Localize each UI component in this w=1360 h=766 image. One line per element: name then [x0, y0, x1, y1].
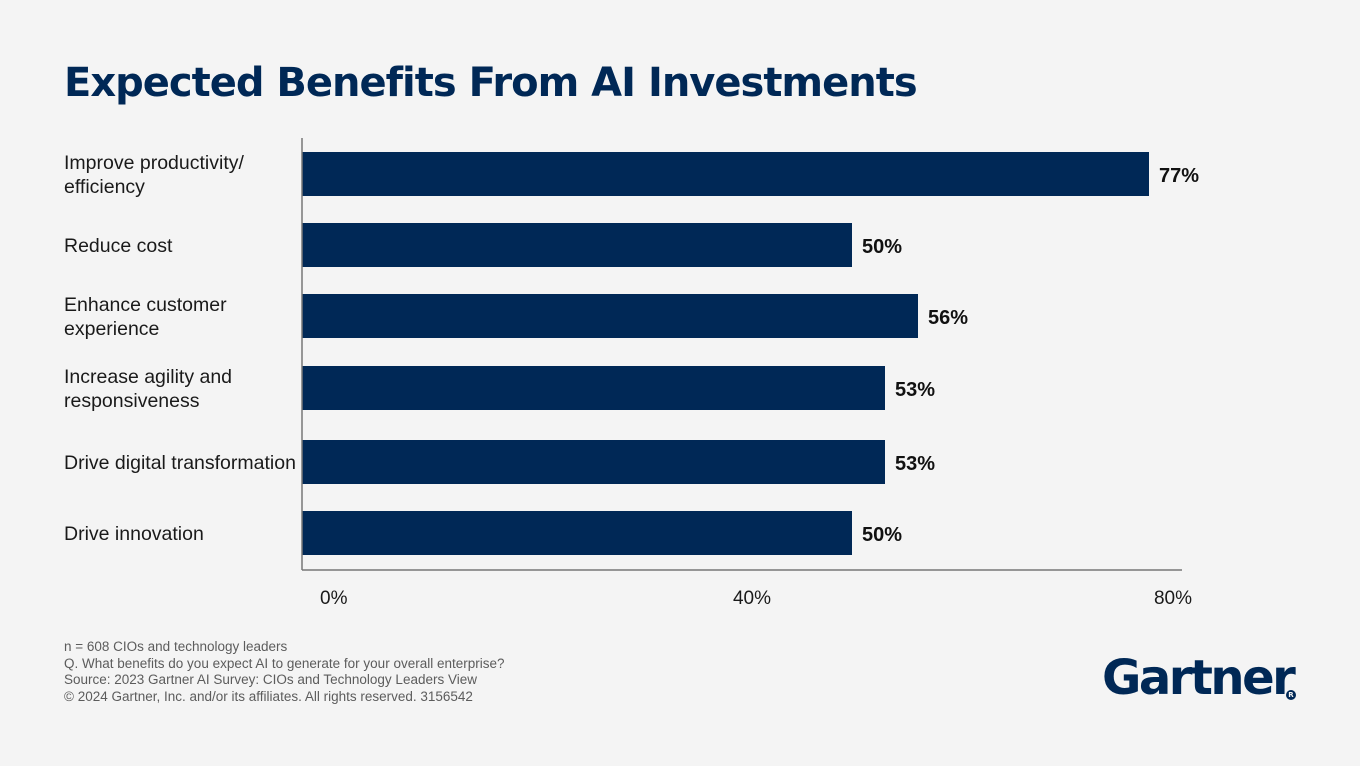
category-label: Increase agility and: [64, 366, 232, 388]
footnote-source: Source: 2023 Gartner AI Survey: CIOs and…: [64, 672, 477, 687]
category-label: Drive digital transformation: [64, 452, 296, 474]
category-label: Enhance customer: [64, 294, 227, 316]
footnote-sample: n = 608 CIOs and technology leaders: [64, 639, 288, 654]
x-tick-label: 40%: [733, 588, 771, 609]
category-label: Improve productivity/: [64, 152, 244, 174]
footnote-copyright: © 2024 Gartner, Inc. and/or its affiliat…: [64, 688, 473, 704]
value-label: 53%: [895, 379, 935, 401]
x-tick-label: 80%: [1154, 588, 1192, 609]
value-label: 77%: [1159, 165, 1199, 187]
footnotes: n = 608 CIOs and technology leaders Q. W…: [64, 639, 505, 705]
value-label: 56%: [928, 307, 968, 329]
bar-0: [302, 152, 1149, 196]
value-label: 53%: [895, 453, 935, 475]
footnote-question: Q. What benefits do you expect AI to gen…: [64, 655, 505, 671]
value-label: 50%: [862, 524, 902, 546]
category-label: efficiency: [64, 176, 145, 198]
category-label: experience: [64, 318, 159, 340]
bar-chart: Improve productivity/efficiency Reduce co…: [64, 138, 1199, 609]
bar-4: [302, 440, 885, 484]
bar-2: [302, 294, 918, 338]
chart-title: Expected Benefits From AI Investments: [64, 60, 918, 106]
gartner-logo: Gartner: [1102, 650, 1296, 706]
bar-1: [302, 223, 852, 267]
category-label: Drive innovation: [64, 523, 204, 545]
category-label: Reduce cost: [64, 235, 173, 257]
bar-5: [302, 511, 852, 555]
bar-3: [302, 366, 885, 410]
registered-mark: R: [1286, 690, 1296, 700]
x-tick-label: 0%: [320, 588, 348, 609]
category-label: responsiveness: [64, 390, 200, 412]
value-label: 50%: [862, 236, 902, 258]
